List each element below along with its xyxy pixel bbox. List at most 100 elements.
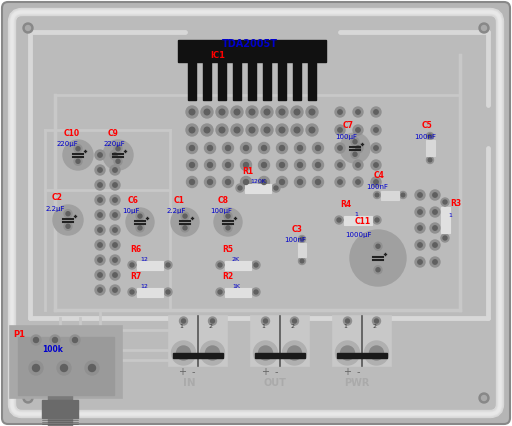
Text: 2.2μF: 2.2μF: [46, 206, 66, 212]
Circle shape: [238, 186, 242, 190]
Text: IC1: IC1: [210, 51, 225, 60]
Circle shape: [223, 176, 233, 187]
Circle shape: [113, 288, 117, 292]
Circle shape: [95, 225, 105, 235]
Bar: [48, 391, 72, 426]
Circle shape: [356, 128, 360, 132]
Circle shape: [244, 162, 248, 167]
Circle shape: [481, 395, 486, 400]
Circle shape: [346, 319, 350, 323]
Circle shape: [418, 226, 422, 230]
Circle shape: [113, 228, 117, 232]
Circle shape: [373, 317, 380, 325]
Circle shape: [433, 243, 437, 247]
Text: 220μF: 220μF: [104, 141, 126, 147]
Circle shape: [98, 198, 102, 202]
Circle shape: [475, 19, 493, 37]
Circle shape: [113, 243, 117, 247]
Circle shape: [218, 290, 222, 294]
Circle shape: [374, 180, 378, 184]
Circle shape: [479, 393, 489, 403]
Bar: [173, 353, 223, 358]
Circle shape: [375, 218, 379, 222]
Circle shape: [110, 165, 120, 175]
Circle shape: [373, 192, 380, 199]
Text: 1K: 1K: [232, 284, 240, 289]
Circle shape: [430, 240, 440, 250]
Circle shape: [32, 365, 39, 371]
Text: P1: P1: [13, 330, 25, 339]
Circle shape: [207, 179, 212, 184]
Circle shape: [290, 317, 298, 325]
Circle shape: [335, 177, 345, 187]
Text: 100nF: 100nF: [284, 237, 306, 243]
Circle shape: [297, 162, 303, 167]
Circle shape: [138, 226, 142, 230]
Text: C9: C9: [108, 129, 119, 138]
Circle shape: [306, 106, 318, 118]
Circle shape: [130, 290, 134, 294]
Circle shape: [300, 237, 304, 241]
Text: C1: C1: [174, 196, 185, 205]
Circle shape: [426, 132, 434, 139]
Circle shape: [415, 207, 425, 217]
Circle shape: [225, 162, 230, 167]
Circle shape: [259, 159, 269, 170]
Circle shape: [225, 146, 230, 150]
Bar: [333, 316, 391, 366]
Text: C2: C2: [52, 193, 63, 202]
Circle shape: [254, 290, 258, 294]
Circle shape: [57, 361, 71, 375]
Text: -: -: [275, 367, 279, 377]
Circle shape: [98, 153, 102, 157]
Circle shape: [315, 162, 321, 167]
Circle shape: [280, 146, 285, 150]
Circle shape: [433, 260, 437, 264]
Circle shape: [264, 319, 267, 323]
Circle shape: [415, 240, 425, 250]
Circle shape: [110, 150, 120, 160]
Text: +: +: [178, 367, 186, 377]
Circle shape: [294, 143, 306, 153]
Bar: [169, 316, 227, 366]
Circle shape: [294, 127, 300, 133]
Circle shape: [338, 110, 342, 114]
Circle shape: [262, 317, 269, 325]
Bar: [203, 62, 211, 100]
Circle shape: [371, 125, 381, 135]
Bar: [298, 243, 306, 257]
Circle shape: [276, 106, 288, 118]
Circle shape: [259, 143, 269, 153]
Circle shape: [110, 255, 120, 265]
Circle shape: [234, 127, 240, 133]
Circle shape: [207, 162, 212, 167]
Circle shape: [183, 226, 187, 230]
Circle shape: [128, 288, 136, 296]
Circle shape: [340, 346, 354, 360]
Circle shape: [186, 124, 198, 136]
Text: C8: C8: [218, 196, 229, 205]
Circle shape: [399, 192, 407, 199]
Circle shape: [356, 180, 360, 184]
Circle shape: [136, 224, 144, 232]
Circle shape: [29, 361, 43, 375]
Circle shape: [189, 146, 195, 150]
Circle shape: [223, 143, 233, 153]
Circle shape: [110, 225, 120, 235]
Circle shape: [201, 124, 213, 136]
Circle shape: [95, 195, 105, 205]
Circle shape: [374, 110, 378, 114]
Circle shape: [204, 109, 210, 115]
Text: 12: 12: [140, 284, 148, 289]
Circle shape: [113, 153, 117, 157]
Circle shape: [300, 259, 304, 263]
Text: 100μF: 100μF: [210, 208, 232, 214]
Circle shape: [262, 162, 267, 167]
Circle shape: [415, 223, 425, 233]
Circle shape: [376, 244, 380, 248]
Circle shape: [415, 257, 425, 267]
Text: C3: C3: [292, 225, 303, 234]
Circle shape: [136, 212, 144, 220]
Circle shape: [98, 183, 102, 187]
Bar: [225, 288, 251, 296]
